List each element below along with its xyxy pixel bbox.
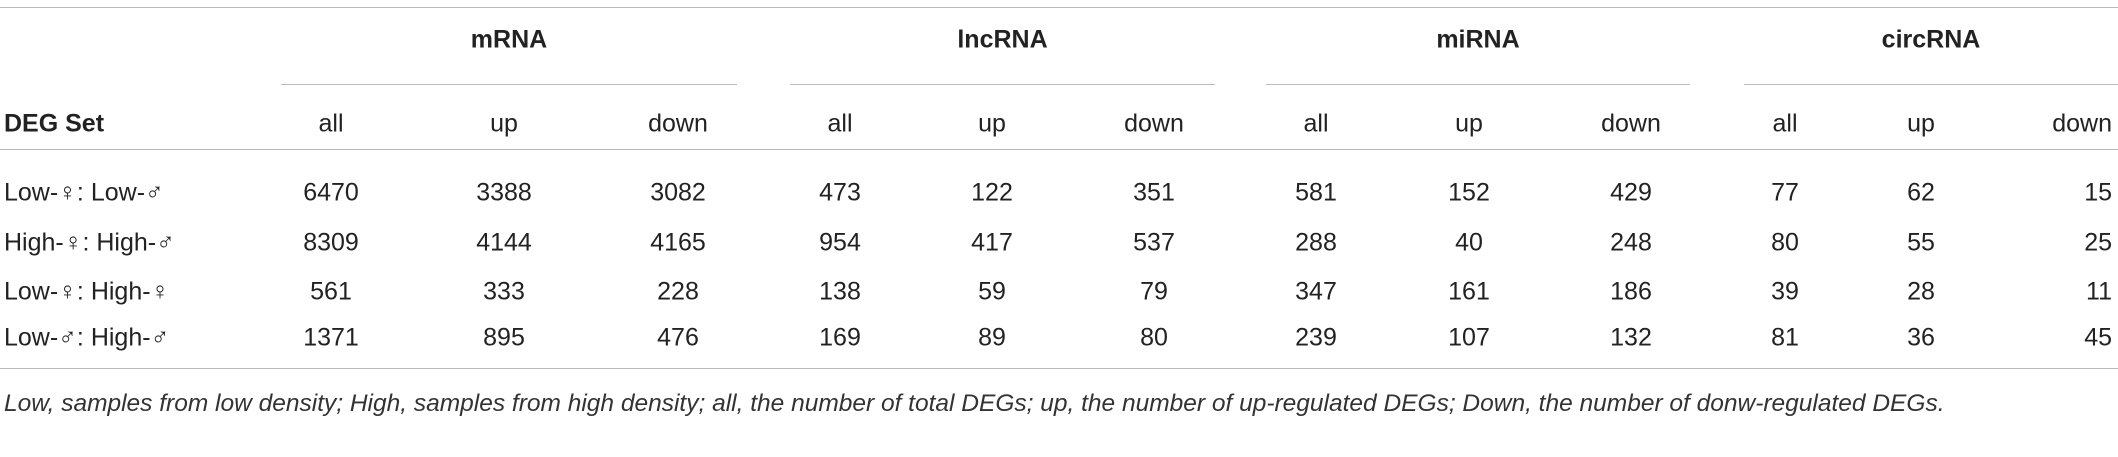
column-header: all bbox=[1303, 109, 1329, 138]
cell: 473 bbox=[819, 178, 861, 207]
cell: 80 bbox=[1140, 323, 1168, 352]
column-header: down bbox=[1124, 109, 1184, 138]
column-header: up bbox=[1455, 109, 1483, 138]
cell: 152 bbox=[1448, 178, 1490, 207]
cell: 138 bbox=[819, 277, 861, 306]
cell: 15 bbox=[2084, 178, 2112, 207]
cell: 429 bbox=[1610, 178, 1652, 207]
group-rule bbox=[790, 84, 1215, 85]
cell: 169 bbox=[819, 323, 861, 352]
row-label: Low-♂: High-♂ bbox=[4, 323, 170, 352]
cell: 581 bbox=[1295, 178, 1337, 207]
group-header: mRNA bbox=[470, 25, 548, 54]
cell: 59 bbox=[978, 277, 1006, 306]
cell: 351 bbox=[1133, 178, 1175, 207]
cell: 1371 bbox=[303, 323, 359, 352]
cell: 6470 bbox=[303, 178, 359, 207]
column-header: up bbox=[490, 109, 518, 138]
cell: 561 bbox=[310, 277, 352, 306]
cell: 417 bbox=[971, 228, 1013, 257]
group-rule bbox=[1266, 84, 1690, 85]
row-header: DEG Set bbox=[4, 109, 105, 138]
cell: 11 bbox=[2086, 277, 2112, 306]
cell: 122 bbox=[971, 178, 1013, 207]
cell: 55 bbox=[1907, 228, 1935, 257]
cell: 62 bbox=[1907, 178, 1935, 207]
cell: 537 bbox=[1133, 228, 1175, 257]
group-header: circRNA bbox=[1881, 25, 1981, 54]
cell: 248 bbox=[1610, 228, 1652, 257]
row-label: Low-♀: High-♀ bbox=[4, 277, 170, 306]
column-header: all bbox=[1772, 109, 1798, 138]
cell: 79 bbox=[1140, 277, 1168, 306]
column-header: up bbox=[978, 109, 1006, 138]
cell: 25 bbox=[2084, 228, 2112, 257]
cell: 81 bbox=[1771, 323, 1799, 352]
column-header: down bbox=[648, 109, 708, 138]
cell: 161 bbox=[1448, 277, 1490, 306]
column-header: up bbox=[1907, 109, 1935, 138]
cell: 3082 bbox=[650, 178, 706, 207]
cell: 89 bbox=[978, 323, 1006, 352]
cell: 4165 bbox=[650, 228, 706, 257]
row-label: High-♀: High-♂ bbox=[4, 228, 175, 257]
cell: 45 bbox=[2084, 323, 2112, 352]
rule bbox=[0, 7, 2118, 8]
cell: 39 bbox=[1771, 277, 1799, 306]
rule bbox=[0, 368, 2118, 369]
column-header: all bbox=[827, 109, 853, 138]
group-rule bbox=[1744, 84, 2118, 85]
cell: 4144 bbox=[476, 228, 532, 257]
group-header: lncRNA bbox=[957, 25, 1048, 54]
column-header: down bbox=[2052, 109, 2112, 138]
cell: 186 bbox=[1610, 277, 1652, 306]
cell: 3388 bbox=[476, 178, 532, 207]
cell: 895 bbox=[483, 323, 525, 352]
group-rule bbox=[281, 84, 737, 85]
cell: 28 bbox=[1907, 277, 1935, 306]
cell: 36 bbox=[1907, 323, 1935, 352]
cell: 239 bbox=[1295, 323, 1337, 352]
cell: 77 bbox=[1771, 178, 1799, 207]
column-header: down bbox=[1601, 109, 1661, 138]
cell: 288 bbox=[1295, 228, 1337, 257]
group-header: miRNA bbox=[1436, 25, 1520, 54]
cell: 40 bbox=[1455, 228, 1483, 257]
cell: 8309 bbox=[303, 228, 359, 257]
cell: 132 bbox=[1610, 323, 1652, 352]
cell: 228 bbox=[657, 277, 699, 306]
column-header: all bbox=[318, 109, 344, 138]
footnote: Low, samples from low density; High, sam… bbox=[4, 390, 1945, 417]
cell: 333 bbox=[483, 277, 525, 306]
cell: 476 bbox=[657, 323, 699, 352]
cell: 347 bbox=[1295, 277, 1337, 306]
cell: 107 bbox=[1448, 323, 1490, 352]
cell: 80 bbox=[1771, 228, 1799, 257]
cell: 954 bbox=[819, 228, 861, 257]
rule bbox=[0, 149, 2118, 150]
row-label: Low-♀: Low-♂ bbox=[4, 178, 164, 207]
